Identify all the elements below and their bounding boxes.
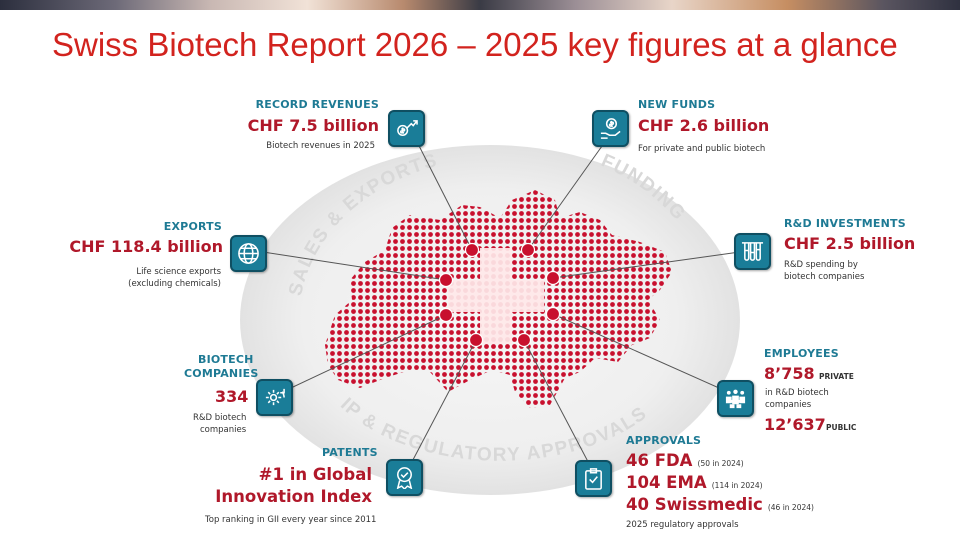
funds-heading: NEW FUNDS: [638, 98, 716, 111]
approvals-line-1: 46 FDA (50 in 2024): [626, 450, 744, 472]
exports-caption-1: Life science exports: [136, 267, 221, 277]
patents-heading: PATENTS: [322, 446, 378, 459]
employees-public-label: PUBLIC: [826, 423, 857, 432]
revenues-caption: Biotech revenues in 2025: [266, 141, 375, 151]
rnd-heading: R&D INVESTMENTS: [784, 217, 906, 230]
approvals-ema-value: 104 EMA: [626, 473, 707, 492]
header-banner-image: [0, 0, 960, 10]
companies-caption-1: R&D biotech: [193, 413, 247, 423]
test-tubes-icon: [734, 233, 771, 270]
employees-public-value: 12’637: [764, 415, 826, 434]
page-title: Swiss Biotech Report 2026 – 2025 key fig…: [52, 26, 898, 63]
hotspot-employees: [545, 306, 561, 322]
swiss-cross: [448, 248, 544, 344]
hotspot-revenues: [464, 242, 480, 258]
people-group-icon: [717, 380, 754, 417]
approvals-fda-note: (50 in 2024): [697, 459, 744, 468]
hotspot-approvals: [516, 332, 532, 348]
rnd-value: CHF 2.5 billion: [784, 234, 916, 253]
hand-money-icon: [592, 110, 629, 147]
patents-value-2: Innovation Index: [215, 487, 372, 506]
approvals-swissmedic-note: (46 in 2024): [767, 503, 814, 512]
approvals-fda-value: 46 FDA: [626, 451, 693, 470]
approvals-ema-note: (114 in 2024): [711, 481, 763, 490]
exports-heading: EXPORTS: [163, 220, 222, 233]
patents-value-1: #1 in Global: [258, 465, 372, 484]
approvals-heading: APPROVALS: [626, 434, 702, 447]
rnd-caption-2: biotech companies: [784, 272, 865, 282]
companies-heading-1: BIOTECH: [198, 353, 254, 366]
hotspot-companies: [438, 307, 454, 323]
employees-heading: EMPLOYEES: [764, 347, 839, 360]
companies-heading-2: COMPANIES: [184, 367, 259, 380]
funds-value: CHF 2.6 billion: [638, 116, 770, 135]
employees-caption-2: companies: [765, 400, 812, 410]
rising-chart-money-icon: [388, 110, 425, 147]
employees-caption-1: in R&D biotech: [765, 388, 829, 398]
connector-lines: [249, 131, 755, 476]
approvals-line-3: 40 Swissmedic (46 in 2024): [626, 494, 814, 516]
hotspot-dots: [438, 242, 561, 348]
hotspot-patents: [468, 332, 484, 348]
employees-private-value: 8’758: [764, 364, 815, 383]
hotspot-funds: [520, 242, 536, 258]
funds-caption: For private and public biotech: [638, 144, 766, 154]
approvals-caption: 2025 regulatory approvals: [626, 520, 739, 530]
revenues-value: CHF 7.5 billion: [247, 116, 379, 135]
clipboard-check-icon: [575, 460, 612, 497]
patents-caption: Top ranking in GII every year since 2011: [205, 515, 377, 525]
rnd-caption-1: R&D spending by: [784, 260, 858, 270]
exports-caption-2: (excluding chemicals): [128, 279, 221, 289]
hotspot-exports: [438, 272, 454, 288]
exports-value: CHF 118.4 billion: [69, 237, 223, 256]
approvals-line-2: 104 EMA (114 in 2024): [626, 472, 763, 494]
employees-private-label: PRIVATE: [819, 372, 854, 381]
gear-cycle-icon: [256, 379, 293, 416]
companies-value: 334: [215, 387, 249, 406]
companies-caption-2: companies: [200, 425, 247, 435]
globe-icon: [230, 235, 267, 272]
award-badge-icon: [386, 459, 423, 496]
hotspot-rnd: [545, 270, 561, 286]
approvals-swissmedic-value: 40 Swissmedic: [626, 495, 763, 514]
revenues-heading: RECORD REVENUES: [255, 98, 379, 111]
